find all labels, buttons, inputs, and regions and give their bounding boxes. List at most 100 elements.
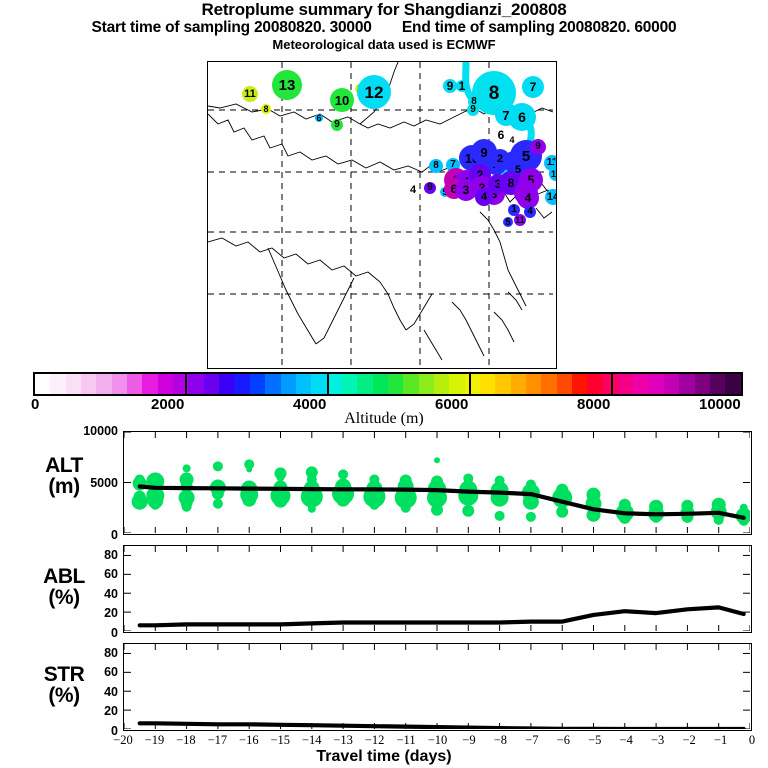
alt-scatter-dot [182, 464, 191, 473]
map-bubble: 9 [424, 182, 436, 194]
alt-ytick: 5000 [90, 476, 118, 490]
alt-scatter-dot [246, 466, 253, 473]
map-bubble: 6 [495, 129, 507, 141]
alt-scatter-dot [242, 492, 257, 507]
xaxis-tick: −4 [619, 733, 633, 747]
xaxis-tick: −10 [427, 733, 448, 747]
map-bubble: 11 [514, 214, 526, 226]
str-axis-label: STR (%) [43, 663, 85, 707]
map-bubble-label: 4 [524, 191, 532, 205]
map-bubble: 11 [242, 86, 258, 102]
map-bubble-label: 14 [546, 190, 556, 203]
xaxis-tick: −15 [270, 733, 291, 747]
colorbar-tick: 2000 [151, 396, 185, 413]
xaxis-tick: −19 [144, 733, 165, 747]
alt-scatter-dot [427, 487, 447, 508]
map-bubble: 5 [503, 217, 513, 227]
colorbar-axis-title: Altitude (m) [344, 410, 424, 427]
colorbar-swatch-0 [35, 374, 51, 394]
abl-ytick: 60 [104, 567, 118, 582]
alt-plot-panel[interactable] [123, 431, 752, 535]
colorbar-swatch-23 [387, 374, 404, 394]
xaxis-tick: −12 [364, 733, 385, 747]
xaxis-tick: 0 [748, 733, 756, 747]
colorbar-tick: 10000 [699, 396, 741, 413]
xaxis-tick: −20 [113, 733, 133, 747]
alt-scatter-dot [134, 498, 145, 509]
colorbar-swatch-17 [295, 374, 312, 394]
xaxis-tick: −14 [301, 733, 322, 747]
colorbar-swatch-38 [618, 374, 634, 394]
met-data-label: Meteorological data used is ECMWF [272, 37, 496, 52]
alt-scatter-dot [556, 505, 569, 518]
colorbar-swatch-18 [311, 374, 327, 394]
map-bubble-label: 1 [511, 204, 517, 215]
map-bubble-label: 3 [490, 187, 498, 201]
colorbar-tick: 6000 [435, 396, 469, 413]
xaxis-tick: −17 [207, 733, 228, 747]
map-bubble-label: 3 [494, 177, 502, 191]
alt-plot-svg [124, 432, 750, 533]
colorbar-swatch-30 [495, 374, 511, 394]
map-bubble: 10 [330, 88, 354, 112]
str-mean-line [137, 721, 746, 729]
colorbar-swatch-24 [403, 374, 419, 394]
xaxis-tick: −6 [556, 733, 570, 747]
colorbar-divider [185, 372, 187, 396]
abl-plot-svg [124, 546, 750, 631]
map-bubble-label: 7 [450, 159, 456, 170]
alt-ytick: 0 [111, 528, 118, 542]
colorbar-swatch-15 [265, 374, 281, 394]
alt-scatter-dot [434, 457, 440, 464]
map-bubble-label: 9 [427, 182, 433, 193]
alt-scatter-dot [211, 487, 224, 500]
colorbar-swatch-2 [65, 374, 82, 394]
colorbar-swatch-28 [464, 374, 480, 394]
xaxis-tick: −7 [525, 733, 539, 747]
map-bubble-label: 12 [364, 82, 384, 102]
abl-ytick: 20 [104, 606, 118, 621]
map-bubble: 4 [524, 206, 536, 218]
map-bubble-label: 4 [527, 206, 533, 217]
map-bubble: 7 [522, 76, 544, 98]
str-plot-panel[interactable] [123, 643, 752, 731]
abl-plot-panel[interactable] [123, 545, 752, 633]
retroplume-map[interactable]: 1113810712969187897664871092255951191764… [207, 61, 557, 369]
map-bubble-label: 9 [470, 104, 476, 115]
alt-scatter-dot [713, 514, 724, 525]
colorbar-swatch-16 [280, 374, 296, 394]
colorbar-swatch-43 [694, 374, 711, 394]
alt-scatter-dot [244, 459, 255, 470]
xaxis-tick: −13 [333, 733, 353, 747]
xaxis-tick: −1 [713, 733, 728, 747]
abl-ytick: 40 [104, 586, 118, 601]
colorbar-tick: 4000 [293, 396, 327, 413]
colorbar-swatch-5 [111, 374, 128, 394]
map-bubble: 17 [549, 167, 556, 181]
map-bubble: 8 [429, 159, 443, 173]
map-bubble: 9 [443, 79, 457, 93]
colorbar-swatch-26 [433, 374, 450, 394]
str-ytick: 80 [104, 645, 118, 660]
map-bubble-label: 2 [496, 152, 504, 165]
colorbar-swatch-29 [479, 374, 496, 394]
xaxis-tick: −9 [462, 733, 476, 747]
colorbar-swatch-22 [372, 374, 388, 394]
str-ytick: 0 [111, 724, 118, 738]
end-time-label: End time of sampling 20080820. 60000 [401, 19, 677, 36]
colorbar-swatch-13 [234, 374, 250, 394]
map-bubble-label: 3 [462, 183, 470, 197]
map-bubble: 6 [508, 103, 536, 131]
colorbar-swatch-21 [357, 374, 373, 394]
sampling-times: Start time of sampling 20080820. 30000 E… [0, 19, 768, 37]
map-bubble: 8 [261, 104, 271, 114]
alt-scatter-dot [276, 473, 285, 482]
colorbar-divider [327, 372, 329, 396]
map-bubble-label: 4 [480, 190, 488, 203]
map-bubble-label: 13 [278, 76, 296, 94]
xaxis-tick: −3 [650, 733, 665, 747]
altitude-colorbar [33, 372, 743, 396]
colorbar-swatch-31 [510, 374, 526, 394]
colorbar-swatch-42 [679, 374, 695, 394]
map-bubble-label: 5 [521, 147, 531, 165]
